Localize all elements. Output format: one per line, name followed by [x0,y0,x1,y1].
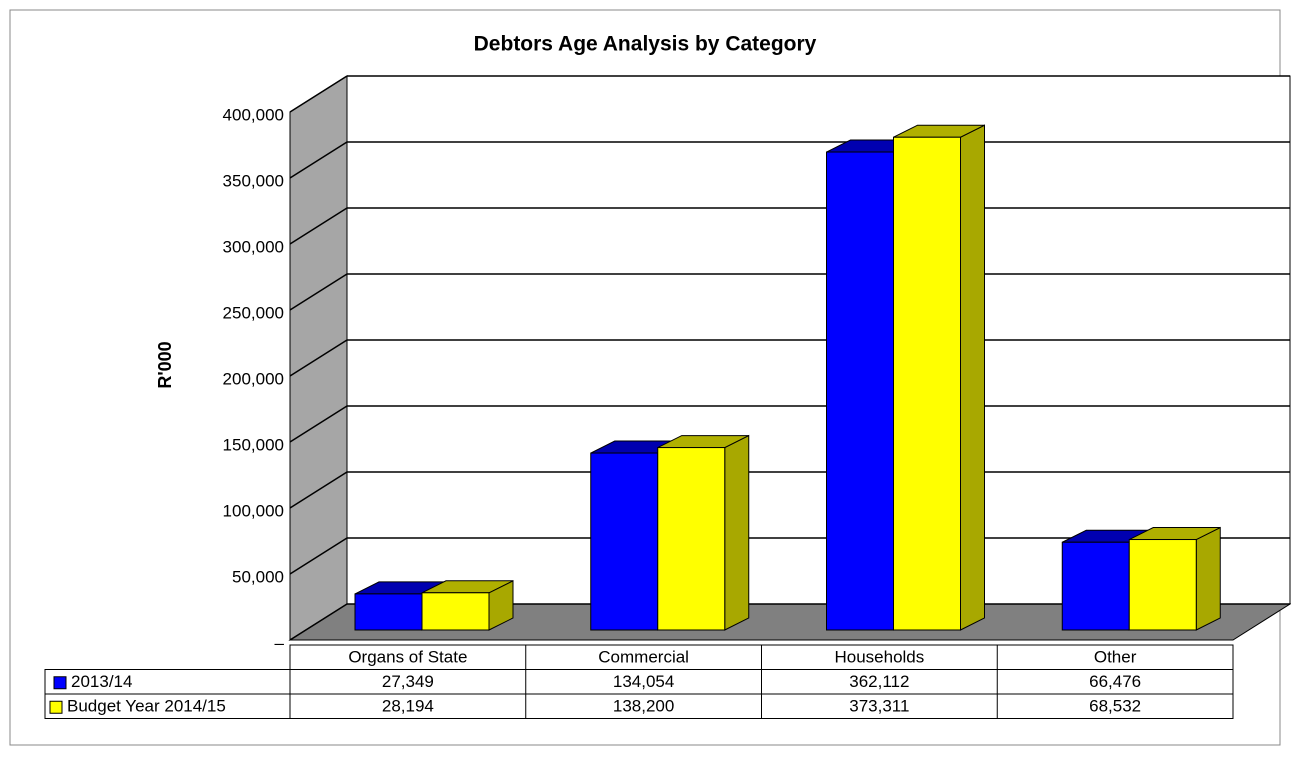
wall-grid-line [289,141,348,179]
wall-grid-line [289,75,348,113]
wall-grid-line [289,603,348,641]
x-tick-label: Commercial [598,648,689,667]
wall-grid-line [289,537,348,575]
wall-grid-line [289,405,348,443]
y-tick-label: 400,000 [223,105,284,124]
legend-key [49,700,63,714]
bar [1061,541,1130,631]
y-tick-label: 350,000 [223,171,284,190]
bar-side [724,434,750,631]
wall-grid-line [289,471,348,509]
bar [1128,539,1197,631]
data-label: 28,194 [382,697,434,716]
bar [354,593,423,631]
bar [657,447,726,631]
x-tick-label: Other [1094,648,1137,667]
y-tick-label: 250,000 [223,303,284,322]
bar-side [960,124,985,631]
y-tick-label: 100,000 [223,501,284,520]
y-tick-label: 300,000 [223,237,284,256]
data-label: 66,476 [1089,672,1141,691]
y-tick-label: 200,000 [223,369,284,388]
wall-grid-line [289,207,348,245]
bar [826,151,894,631]
data-label: 138,200 [613,697,674,716]
y-axis-title: R'000 [155,341,175,388]
bar [421,592,490,631]
x-tick-label: Households [834,648,924,667]
legend-key [53,676,67,690]
y-tick-label: 50,000 [232,567,284,586]
bar-side [1195,526,1221,631]
data-label: 373,311 [849,697,909,716]
data-label: 362,112 [849,672,909,691]
x-tick-label: Organs of State [348,648,467,667]
chart-title: Debtors Age Analysis by Category [474,33,817,56]
data-label: 27,349 [382,672,434,691]
wall-grid-line [289,273,348,311]
y-tick-label: 150,000 [223,435,284,454]
legend-label: Budget Year 2014/15 [67,697,226,716]
data-label: 68,532 [1089,697,1141,716]
bar [590,452,659,631]
bar [893,136,961,631]
y-tick-label: – [275,633,285,652]
data-label: 134,054 [613,672,674,691]
wall-grid-line [289,339,348,377]
legend-label: 2013/14 [71,672,132,691]
